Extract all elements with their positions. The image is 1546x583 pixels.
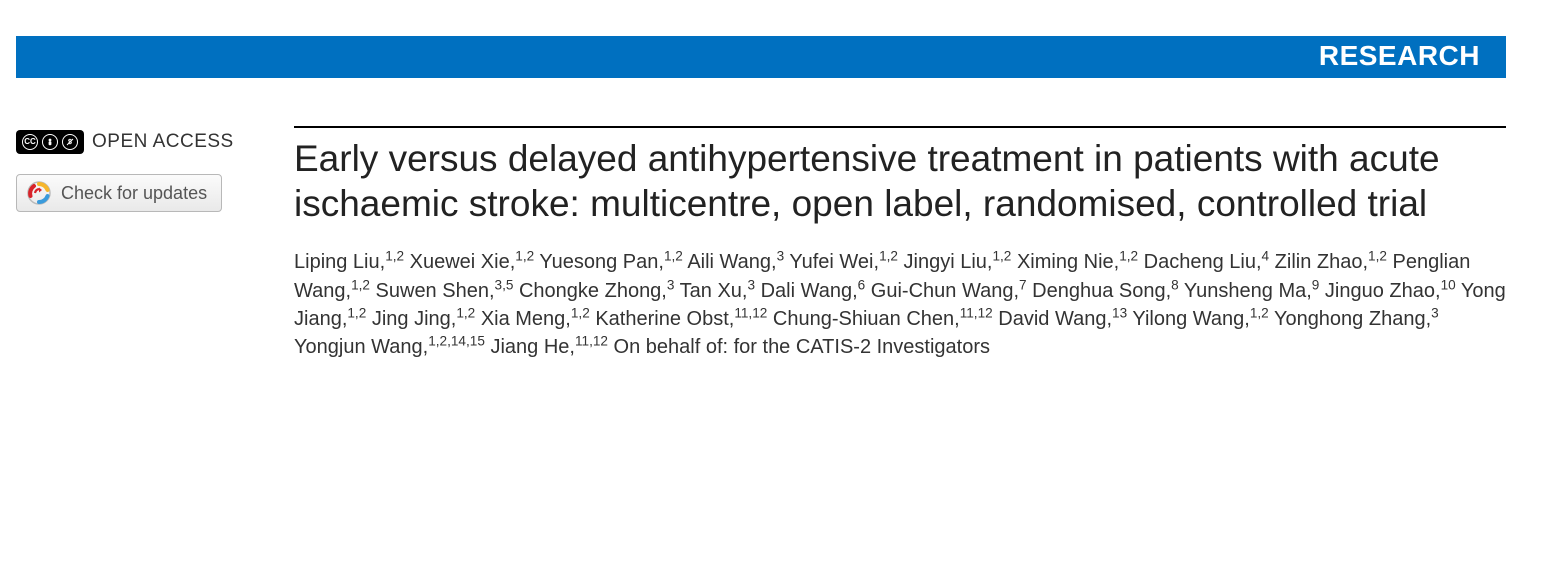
author: Gui-Chun Wang,7 [871,280,1027,302]
author-affiliation: 3 [777,249,785,264]
author: Jingyi Liu,1,2 [904,251,1012,273]
author: Xuewei Xie,1,2 [410,251,535,273]
author-list: Liping Liu,1,2 Xuewei Xie,1,2 Yuesong Pa… [294,248,1506,362]
author: Yufei Wei,1,2 [789,251,898,273]
author-affiliation: 10 [1441,277,1456,292]
author-affiliation: 1,2 [571,305,590,320]
on-behalf-of: On behalf of: for the CATIS-2 Investigat… [614,336,990,358]
article-header: Early versus delayed antihypertensive tr… [294,126,1506,362]
author: Chung-Shiuan Chen,11,12 [773,308,993,330]
author-affiliation: 1,2 [879,249,898,264]
author: Yunsheng Ma,9 [1184,280,1319,302]
author: Jing Jing,1,2 [372,308,475,330]
author-affiliation: 4 [1262,249,1270,264]
author-affiliation: 11,12 [575,334,608,349]
sidebar: CC $ OPEN ACCESS [16,126,294,362]
author-affiliation: 13 [1112,305,1127,320]
author-affiliation: 9 [1312,277,1320,292]
author: Dali Wang,6 [761,280,866,302]
section-banner: RESEARCH [16,36,1506,78]
author-affiliation: 3,5 [495,277,514,292]
author-affiliation: 1,2 [515,249,534,264]
author-affiliation: 1,2 [992,249,1011,264]
open-access-label: OPEN ACCESS [92,131,234,153]
nc-icon: $ [62,134,78,150]
author: Xia Meng,1,2 [481,308,590,330]
author: Jiang He,11,12 [490,336,608,358]
author: David Wang,13 [998,308,1127,330]
author: Dacheng Liu,4 [1144,251,1269,273]
author-affiliation: 1,2 [456,305,475,320]
author-affiliation: 1,2 [351,277,370,292]
content-area: CC $ OPEN ACCESS [0,126,1546,362]
author-affiliation: 1,2,14,15 [428,334,485,349]
author-affiliation: 11,12 [960,305,993,320]
crossmark-icon [27,181,51,205]
author: Suwen Shen,3,5 [376,280,514,302]
author: Denghua Song,8 [1032,280,1179,302]
author-affiliation: 1,2 [664,249,683,264]
author: Tan Xu,3 [680,280,755,302]
author: Chongke Zhong,3 [519,280,674,302]
check-updates-button[interactable]: Check for updates [16,174,222,212]
author-affiliation: 8 [1171,277,1179,292]
author-affiliation: 1,2 [347,305,366,320]
author-affiliation: 3 [747,277,755,292]
author-affiliation: 1,2 [1250,305,1269,320]
open-access-badge: CC $ OPEN ACCESS [16,130,294,154]
by-icon [42,134,58,150]
author: Yonghong Zhang,3 [1274,308,1439,330]
article-title: Early versus delayed antihypertensive tr… [294,136,1506,226]
cc-icon: CC [22,134,38,150]
author: Ximing Nie,1,2 [1017,251,1138,273]
author-affiliation: 1,2 [385,249,404,264]
author: Yongjun Wang,1,2,14,15 [294,336,485,358]
author: Zilin Zhao,1,2 [1275,251,1387,273]
author-affiliation: 7 [1019,277,1027,292]
author-affiliation: 3 [667,277,675,292]
author: Jinguo Zhao,10 [1325,280,1456,302]
author-affiliation: 1,2 [1368,249,1387,264]
author-affiliation: 3 [1431,305,1439,320]
author-affiliation: 1,2 [1119,249,1138,264]
author: Liping Liu,1,2 [294,251,404,273]
author-affiliation: 11,12 [734,305,767,320]
author: Yilong Wang,1,2 [1132,308,1268,330]
cc-license-icon: CC $ [16,130,84,154]
check-updates-label: Check for updates [61,183,207,204]
author: Yuesong Pan,1,2 [539,251,682,273]
author-affiliation: 6 [858,277,866,292]
author: Katherine Obst,11,12 [595,308,767,330]
author: Aili Wang,3 [687,251,784,273]
